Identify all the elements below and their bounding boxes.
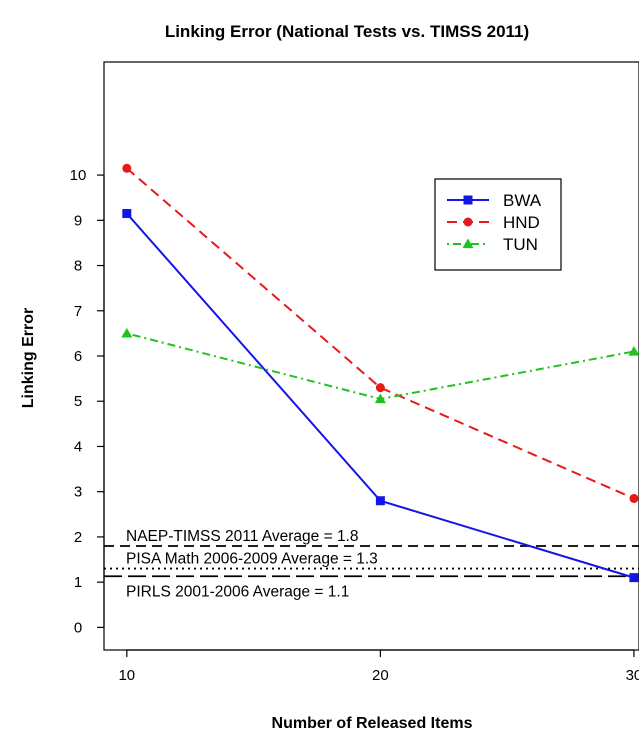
series-line-hnd	[126, 167, 635, 500]
data-point-hnd	[629, 493, 639, 503]
legend-label: TUN	[503, 235, 538, 254]
chart-title: Linking Error (National Tests vs. TIMSS …	[165, 22, 529, 41]
legend-box	[434, 178, 562, 271]
y-tick-label: 4	[74, 438, 82, 455]
y-tick-label: 2	[74, 529, 82, 546]
y-tick-label: 5	[74, 393, 82, 410]
data-point-bwa	[122, 209, 132, 219]
legend-marker	[463, 195, 473, 205]
y-axis: 0 1 2 3 4 5 6 7 8 9 10	[70, 167, 105, 636]
y-tick-label: 8	[74, 258, 82, 275]
data-point-hnd	[375, 383, 385, 393]
data-point-bwa	[375, 496, 385, 506]
legend: BWA HND TUN	[434, 178, 562, 271]
y-tick-label: 10	[70, 167, 87, 184]
y-tick-label: 1	[74, 574, 82, 591]
reference-line-label: PISA Math 2006-2009 Average = 1.3	[126, 551, 378, 568]
y-tick-label: 3	[74, 484, 82, 501]
legend-marker	[462, 238, 474, 249]
y-tick-label: 6	[74, 348, 82, 365]
legend-items: BWA HND TUN	[447, 191, 542, 254]
data-point-tun	[121, 327, 133, 338]
y-tick-label: 7	[74, 303, 82, 320]
data-point-tun	[628, 345, 639, 356]
x-tick-label: 30	[626, 667, 639, 684]
legend-marker	[463, 217, 473, 227]
x-axis-title: Number of Released Items	[272, 715, 473, 732]
legend-label: BWA	[503, 191, 542, 210]
data-point-bwa	[629, 573, 639, 583]
x-tick-label: 20	[372, 667, 389, 684]
legend-label: HND	[503, 213, 540, 232]
x-axis: 10 20 30	[118, 649, 639, 684]
reference-line-label: PIRLS 2001-2006 Average = 1.1	[126, 583, 349, 600]
data-point-hnd	[122, 163, 132, 173]
y-tick-label: 9	[74, 212, 82, 229]
y-tick-label: 0	[74, 619, 82, 636]
reference-line-label: NAEP-TIMSS 2011 Average = 1.8	[126, 528, 359, 545]
data-point-tun	[374, 393, 386, 404]
x-tick-label: 10	[118, 667, 135, 684]
reference-lines: NAEP-TIMSS 2011 Average = 1.8 PISA Math 2…	[104, 528, 639, 600]
series-markers	[121, 163, 639, 583]
y-axis-title: Linking Error	[20, 308, 37, 408]
